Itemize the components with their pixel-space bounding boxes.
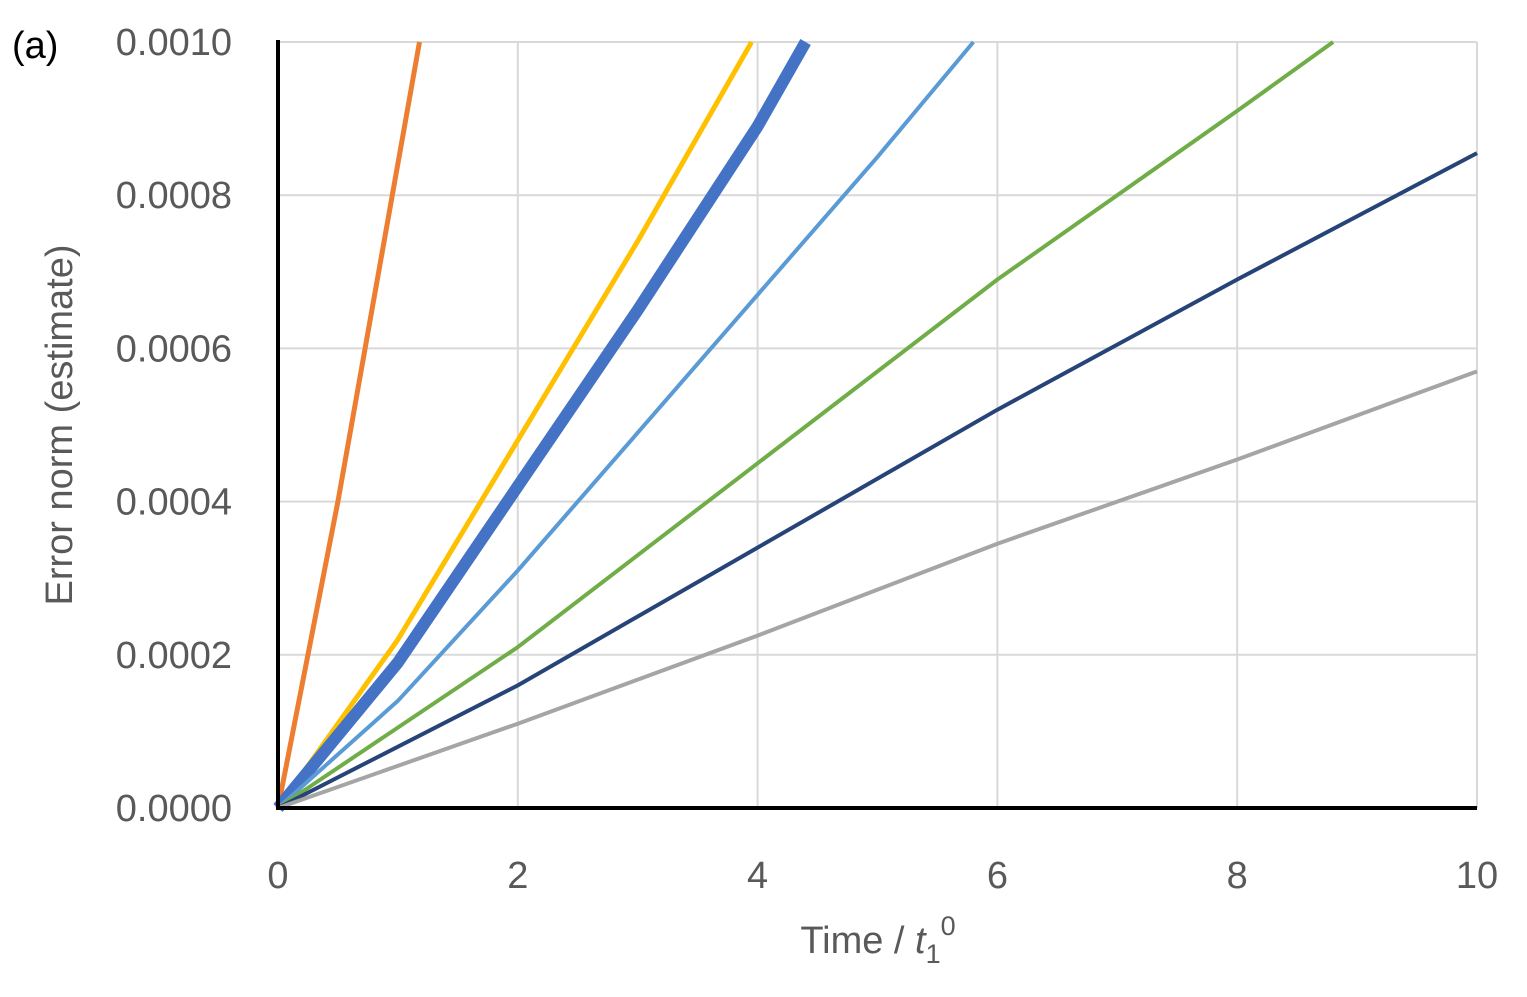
x-axis-title-prefix: Time / — [800, 920, 915, 962]
x-tick-label: 0 — [267, 855, 288, 897]
y-tick-label: 0.0000 — [116, 788, 232, 830]
series-line-1 — [275, 41, 422, 809]
series-line-6 — [277, 151, 1478, 810]
y-tick-label: 0.0002 — [116, 635, 232, 677]
series-line-7 — [277, 369, 1478, 810]
x-tick-label: 6 — [987, 855, 1008, 897]
x-tick-labels: 0 2 4 6 8 10 — [267, 855, 1498, 897]
x-axis-title: Time / t10 — [800, 911, 955, 969]
series-lines — [273, 39, 1478, 812]
x-tick-label: 2 — [507, 855, 528, 897]
series-line-4 — [276, 40, 975, 810]
x-axis-title-sub: 1 — [926, 939, 941, 969]
series-line-2 — [275, 40, 754, 810]
panel-label: (a) — [12, 25, 58, 67]
x-axis-title-sup: 0 — [941, 911, 956, 941]
y-tick-label: 0.0004 — [116, 482, 232, 524]
x-tick-label: 8 — [1227, 855, 1248, 897]
x-axis-title-var: t — [915, 920, 927, 962]
y-tick-label: 0.0010 — [116, 22, 232, 64]
y-tick-labels: 0.0000 0.0002 0.0004 0.0006 0.0008 0.0010 — [116, 22, 232, 830]
y-tick-label: 0.0008 — [116, 175, 232, 217]
x-tick-label: 4 — [747, 855, 768, 897]
series-line-5 — [276, 40, 1335, 810]
y-tick-label: 0.0006 — [116, 328, 232, 370]
x-tick-label: 10 — [1456, 855, 1498, 897]
series-line-3 — [273, 39, 811, 812]
y-axis-title: Error norm (estimate) — [39, 244, 81, 605]
